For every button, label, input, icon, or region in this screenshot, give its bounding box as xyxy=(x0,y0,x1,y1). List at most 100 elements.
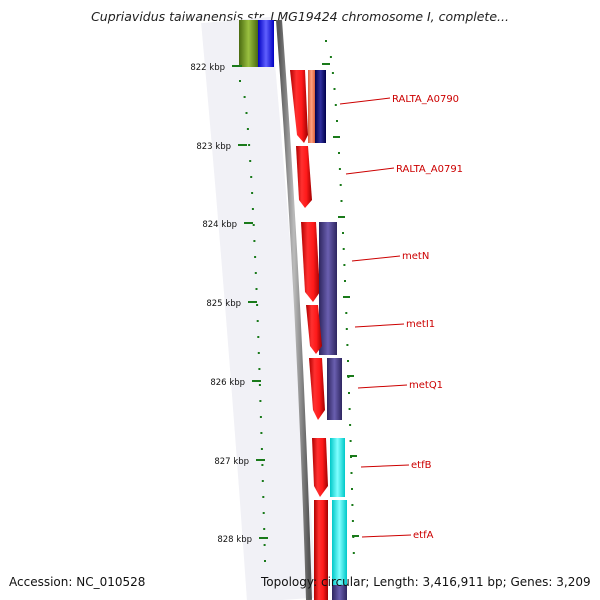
scale-dot xyxy=(253,240,256,242)
scale-tick-823: 823 kbp xyxy=(196,142,247,152)
scale-dot xyxy=(346,344,349,346)
scale-dot xyxy=(257,352,260,354)
scale-dot xyxy=(338,168,341,170)
scale-dot xyxy=(251,208,254,210)
svg-text:etfA: etfA xyxy=(413,530,434,541)
scale-dot xyxy=(331,72,334,74)
scale-dot xyxy=(344,280,346,282)
scale-dot xyxy=(254,272,257,274)
scale-dot xyxy=(256,320,259,322)
svg-text:metI1: metI1 xyxy=(406,319,435,330)
scale-dot xyxy=(349,440,352,442)
cds-metq1[interactable] xyxy=(309,358,325,420)
scale-dot xyxy=(264,560,266,562)
right-ring-dashes xyxy=(322,63,359,537)
scale-label: 822 kbp xyxy=(190,63,225,73)
backbone-shadow xyxy=(201,16,317,600)
scale-tick-822: 822 kbp xyxy=(190,63,242,73)
svg-text:RALTA_A0790: RALTA_A0790 xyxy=(392,94,459,105)
gene-label-metq1[interactable]: metQ1 xyxy=(357,380,443,391)
cog-ralta-a0790-b[interactable] xyxy=(315,70,326,143)
scale-dot xyxy=(333,88,336,90)
gene-label-ralta-a0790[interactable]: RALTA_A0790 xyxy=(339,94,459,105)
cog-bottom-partial[interactable] xyxy=(332,585,347,600)
scale-dot xyxy=(245,112,248,114)
scale-label: 824 kbp xyxy=(202,220,237,230)
cds-etfb[interactable] xyxy=(312,438,328,497)
scale-dots-left xyxy=(239,80,266,562)
gene-label-meti1[interactable]: metI1 xyxy=(354,319,435,330)
scale-dot xyxy=(351,520,354,522)
cds-etfa[interactable] xyxy=(314,500,328,600)
scale-dot xyxy=(250,176,253,178)
scale-dot xyxy=(350,472,353,474)
scale-tick-825: 825 kbp xyxy=(206,299,257,309)
scale-dot xyxy=(257,336,260,338)
scale-dot xyxy=(255,288,258,290)
scale-dot xyxy=(263,528,266,530)
scale-label: 826 kbp xyxy=(210,378,245,388)
backbone xyxy=(276,19,312,600)
gene-label-ralta-a0791[interactable]: RALTA_A0791 xyxy=(345,164,463,175)
genome-summary-text: Topology: circular; Length: 3,416,911 bp… xyxy=(261,575,591,589)
scale-dot xyxy=(342,248,345,250)
scale-dot xyxy=(343,264,346,266)
scale-dot xyxy=(256,304,259,306)
scale-dot xyxy=(259,400,262,402)
cog-etfa[interactable] xyxy=(332,500,347,600)
scale-dot xyxy=(336,120,338,122)
scale-dot xyxy=(248,144,251,146)
scale-dot xyxy=(345,328,348,330)
scale-dot xyxy=(262,512,265,514)
svg-text:metN: metN xyxy=(402,251,429,262)
scale-dot xyxy=(345,312,348,314)
cog-etfb[interactable] xyxy=(330,438,345,497)
gene-label-etfb[interactable]: etfB xyxy=(360,460,432,471)
scale-dot xyxy=(260,448,263,450)
scale-dot xyxy=(254,256,257,258)
scale-dot xyxy=(338,152,340,154)
scale-dot xyxy=(334,104,337,106)
scale-dot xyxy=(348,392,350,394)
scale-dot xyxy=(342,232,344,234)
cds-metn[interactable] xyxy=(301,222,320,302)
scale-dot xyxy=(347,360,349,362)
scale-dot xyxy=(351,488,353,490)
gene-label-etfa[interactable]: etfA xyxy=(361,530,434,541)
cds-ralta-a0791[interactable] xyxy=(296,146,312,208)
svg-text:metQ1: metQ1 xyxy=(409,380,443,391)
feature-olive-top[interactable] xyxy=(239,20,258,67)
cds-meti1[interactable] xyxy=(306,305,322,354)
scale-dot xyxy=(339,184,342,186)
scale-dot xyxy=(239,80,241,82)
scale-dot xyxy=(349,424,352,426)
scale-dot xyxy=(261,480,264,482)
scale-dot xyxy=(258,368,261,370)
svg-text:etfB: etfB xyxy=(411,460,432,471)
scale-dot xyxy=(351,504,354,506)
cds-ralta-a0790[interactable] xyxy=(290,70,308,143)
gene-label-metn[interactable]: metN xyxy=(351,251,429,262)
scale-dot xyxy=(260,432,263,434)
cog-metn-meti1[interactable] xyxy=(319,222,337,355)
scale-tick-824: 824 kbp xyxy=(202,220,253,230)
feature-blue-top[interactable] xyxy=(258,20,274,67)
scale-dot xyxy=(249,160,252,162)
map-title: Cupriavidus taiwanensis str. LMG19424 ch… xyxy=(91,9,509,24)
scale-label: 825 kbp xyxy=(206,299,241,309)
scale-dot xyxy=(329,56,332,58)
scale-dot xyxy=(259,416,262,418)
cog-ralta-a0790-a[interactable] xyxy=(308,70,315,143)
scale-dot xyxy=(262,496,265,498)
scale-label: 827 kbp xyxy=(214,457,249,467)
scale-tick-828: 828 kbp xyxy=(217,535,268,545)
cog-metq1[interactable] xyxy=(327,358,342,420)
scale-tick-827: 827 kbp xyxy=(214,457,265,467)
scale-dot xyxy=(261,464,264,466)
scale-dot xyxy=(352,552,355,554)
scale-dot xyxy=(258,384,261,386)
scale-dot xyxy=(263,544,266,546)
svg-text:RALTA_A0791: RALTA_A0791 xyxy=(396,164,463,175)
scale-tick-826: 826 kbp xyxy=(210,378,261,388)
